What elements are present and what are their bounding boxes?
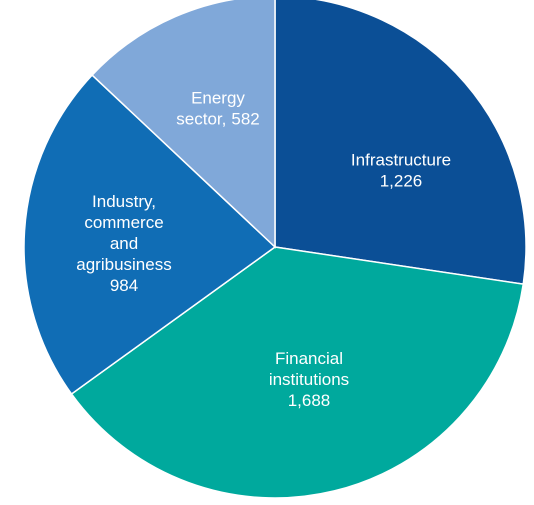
data-label: Financial institutions 1,688 bbox=[269, 349, 349, 410]
pie-slice bbox=[23, 74, 277, 396]
label-name-text: Energy bbox=[191, 89, 245, 108]
label-value: 582 bbox=[231, 110, 259, 129]
label-name: Financial bbox=[275, 349, 343, 368]
label-name-text: Infrastructure bbox=[351, 151, 451, 170]
pie-slice bbox=[91, 0, 276, 249]
label-name-text: Industry, bbox=[92, 192, 156, 211]
label-name: institutions bbox=[269, 370, 349, 389]
data-label: Energy sector, 582 bbox=[176, 89, 259, 129]
pie-slice bbox=[274, 0, 527, 286]
label-name: agribusiness bbox=[76, 255, 171, 274]
label-name: and bbox=[110, 234, 138, 253]
label-name: Energy bbox=[191, 89, 245, 108]
label-name: Industry, bbox=[92, 192, 156, 211]
label-name-text: and bbox=[110, 234, 138, 253]
label-name-text: agribusiness bbox=[76, 255, 171, 274]
label-name-text: Financial bbox=[275, 349, 343, 368]
label-value: 1,226 bbox=[380, 172, 423, 191]
data-label: Industry, commerce and agribusiness 984 bbox=[76, 192, 171, 295]
pie-slice bbox=[70, 246, 525, 499]
label-name: commerce bbox=[84, 213, 163, 232]
label-name: Infrastructure bbox=[351, 151, 451, 170]
label-name-text: sector, bbox=[176, 110, 226, 129]
label-value: 984 bbox=[110, 276, 138, 295]
label-name-text: institutions bbox=[269, 370, 349, 389]
label-value: 1,688 bbox=[288, 391, 331, 410]
data-label: Infrastructure 1,226 bbox=[351, 151, 451, 191]
label-name: sector, 582 bbox=[176, 110, 259, 129]
label-name-text: commerce bbox=[84, 213, 163, 232]
